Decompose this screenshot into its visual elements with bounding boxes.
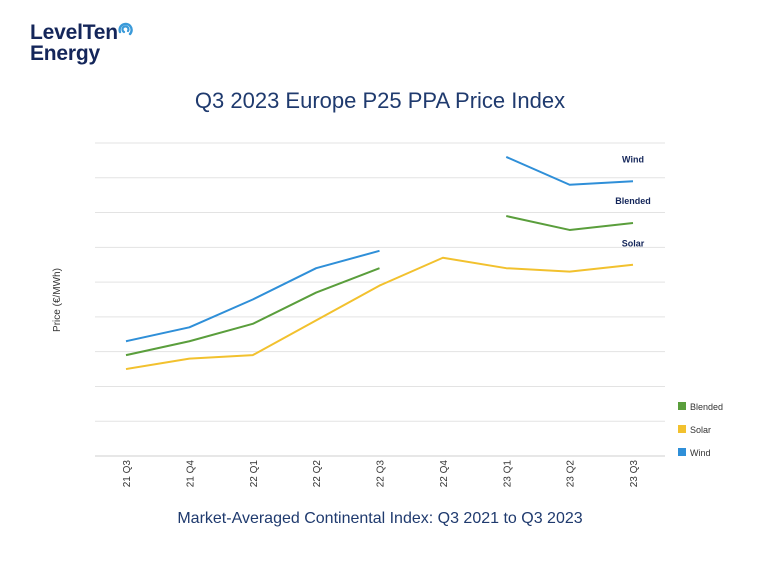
logo-swirl-icon [118, 22, 133, 36]
series-line-blended [125, 267, 380, 357]
logo-line-2: Energy [30, 42, 100, 65]
y-axis-label: Price (€/MWh) [52, 268, 63, 332]
line-label-solar: Solar [622, 239, 645, 249]
x-tick-label: 22 Q3 [376, 460, 387, 488]
chart-subtitle: Market-Averaged Continental Index: Q3 20… [177, 510, 583, 527]
x-tick-label: 21 Q3 [122, 460, 133, 488]
x-tick-label: 21 Q4 [185, 460, 196, 488]
chart-title: Q3 2023 Europe P25 PPA Price Index [194, 88, 566, 113]
series-line-blended [506, 215, 634, 231]
x-tick-label: 22 Q1 [249, 460, 260, 488]
x-tick-label: 23 Q1 [502, 460, 513, 488]
series-lines [125, 155, 634, 371]
x-tick-label: 23 Q3 [629, 460, 640, 488]
legend-label-blended: Blended [690, 402, 723, 412]
line-label-blended: Blended [615, 196, 651, 206]
brand-logo: LevelTen Energy [30, 21, 133, 65]
gridlines [95, 142, 665, 457]
logo-line-1: LevelTen [30, 21, 118, 44]
line-label-wind: Wind [622, 154, 644, 164]
legend-label-solar: Solar [690, 425, 711, 435]
legend-swatch-solar [678, 425, 686, 433]
x-axis-ticks: 21 Q3 21 Q4 22 Q1 22 Q2 22 Q3 22 Q4 23 Q1 23 Q2… [122, 460, 640, 488]
legend-swatch-blended [678, 402, 686, 410]
legend-swatch-wind [678, 448, 686, 456]
series-line-wind [125, 249, 380, 343]
x-tick-label: 23 Q2 [566, 460, 577, 488]
x-tick-label: 22 Q4 [439, 460, 450, 488]
series-line-solar [125, 256, 634, 371]
legend-label-wind: Wind [690, 448, 711, 458]
x-tick-label: 22 Q2 [312, 460, 323, 488]
series-line-wind [505, 155, 634, 186]
legend: Blended Solar Wind [678, 402, 723, 458]
line-end-labels: Wind Blended Solar [615, 154, 651, 248]
